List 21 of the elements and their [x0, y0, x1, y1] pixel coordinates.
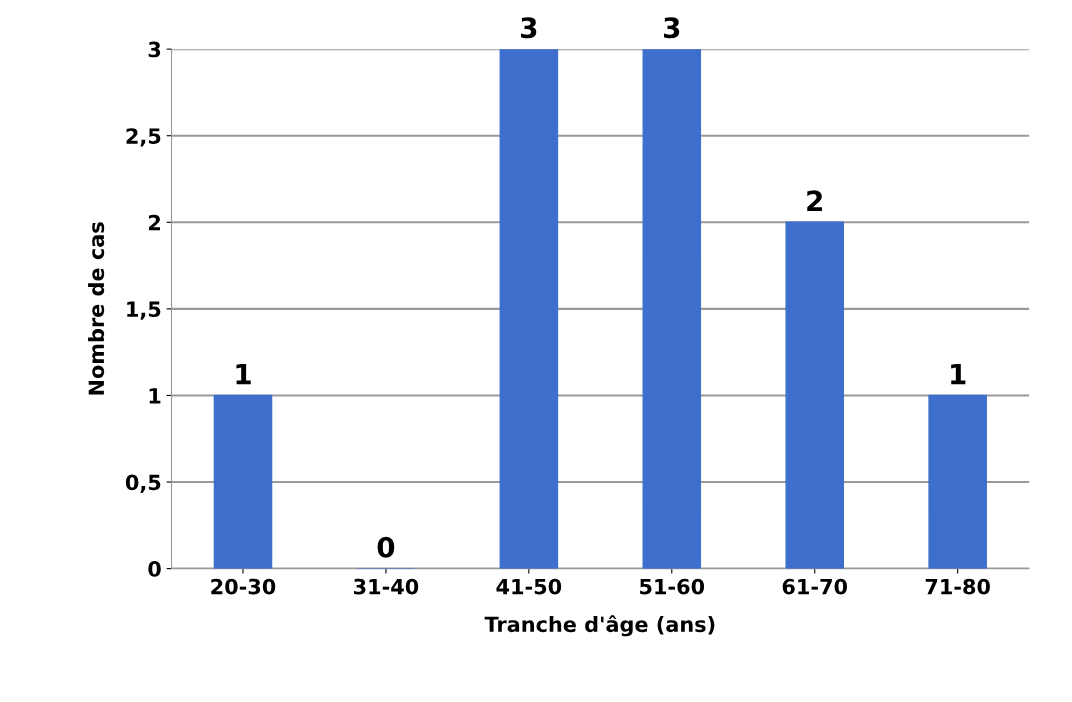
y-tick-label: 3 — [148, 41, 161, 58]
y-tick-label: 2,5 — [126, 128, 161, 147]
data-label: 3 — [663, 17, 680, 39]
data-label: 0 — [377, 536, 395, 558]
data-label: 1 — [236, 363, 251, 385]
x-tick-label: 61-70 — [782, 578, 848, 595]
y-axis-title: Nombre de cas — [88, 222, 105, 395]
y-tick-label: 1 — [149, 388, 161, 404]
data-label: 2 — [807, 190, 822, 211]
x-tick-label: 20-30 — [211, 578, 276, 595]
x-tick-label: 41-50 — [496, 578, 562, 595]
data-label: 3 — [521, 17, 537, 39]
y-tick-label: 2 — [148, 214, 160, 231]
x-tick-label: 71-80 — [925, 578, 990, 595]
data-label: 1 — [951, 363, 966, 385]
y-tick-label: 0 — [148, 561, 161, 577]
y-tick-label: 0,5 — [125, 474, 161, 493]
y-tick-label: 1,5 — [127, 301, 161, 320]
x-tick-label: 31-40 — [354, 578, 419, 595]
x-axis-title: Tranche d'âge (ans) — [484, 615, 715, 637]
x-tick-label: 51-60 — [640, 578, 705, 595]
